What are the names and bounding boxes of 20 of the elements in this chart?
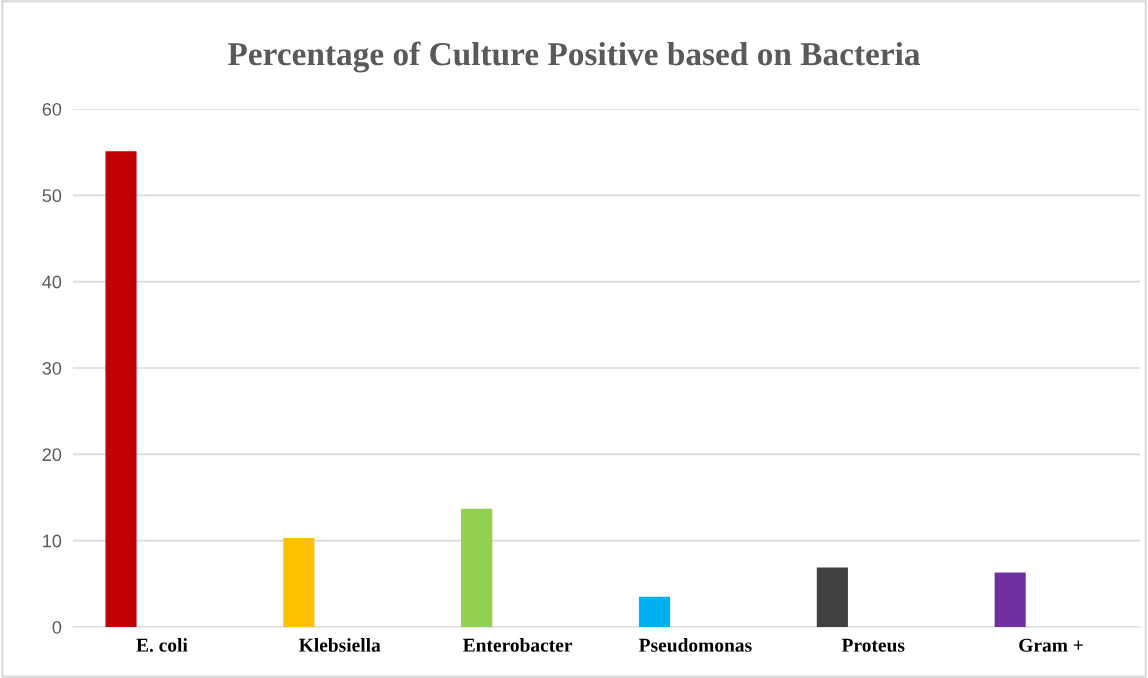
x-tick-label: E. coli	[136, 638, 188, 652]
bar	[461, 508, 493, 627]
x-tick-label: Pseudomonas	[639, 638, 752, 652]
bar	[105, 151, 137, 627]
y-tick-label: 60	[42, 102, 62, 116]
x-tick-label: Klebsiella	[299, 638, 381, 652]
bar	[638, 596, 671, 627]
x-tick-label: Gram +	[1019, 638, 1083, 652]
x-tick-label: Proteus	[841, 638, 905, 652]
bar	[816, 567, 848, 627]
y-tick-label: 0	[52, 620, 62, 634]
y-tick-label: 10	[43, 534, 62, 548]
chart-title: Percentage of Culture Positive based on Bacteria	[228, 41, 921, 73]
bar	[994, 572, 1026, 627]
y-tick-label: 50	[42, 189, 62, 203]
y-tick-label: 30	[42, 361, 62, 375]
y-tick-label: 20	[42, 448, 62, 462]
x-tick-label: Enterobacter	[463, 638, 573, 652]
y-tick-label: 40	[42, 275, 62, 289]
bar	[283, 538, 315, 627]
